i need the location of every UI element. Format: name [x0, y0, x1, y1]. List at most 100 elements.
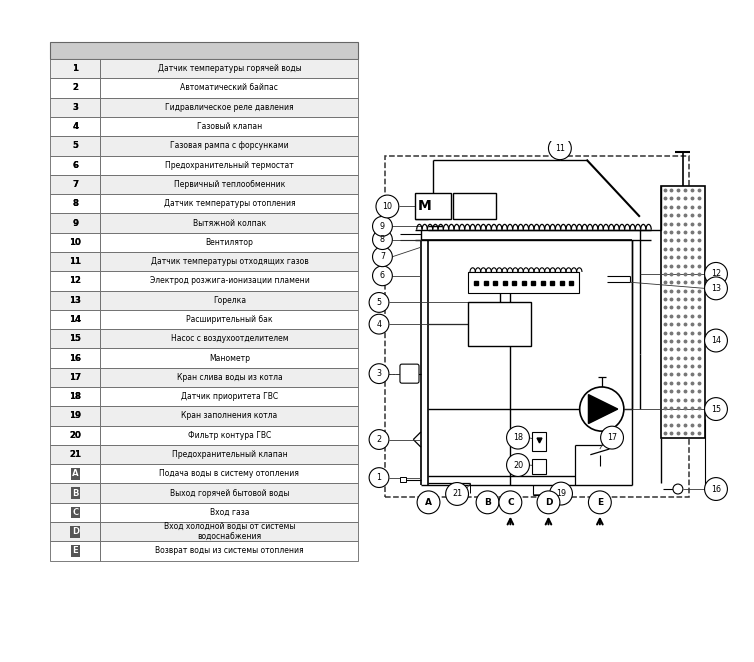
Text: D: D	[544, 498, 552, 507]
Bar	[400, 477, 406, 482]
Text: 20: 20	[69, 431, 81, 440]
Text: 4: 4	[72, 122, 78, 131]
Text: 8: 8	[380, 235, 385, 244]
Text: Датчик приоритета ГВС: Датчик приоритета ГВС	[181, 392, 278, 401]
Bar	[100, 522, 358, 542]
Text: 15: 15	[69, 334, 81, 344]
Bar	[51, 310, 100, 329]
Circle shape	[369, 467, 389, 487]
Bar	[100, 156, 358, 175]
Text: Автоматический байпас: Автоматический байпас	[180, 83, 278, 93]
Bar	[100, 348, 358, 367]
Bar	[51, 502, 100, 522]
Circle shape	[369, 314, 389, 334]
Text: 10: 10	[69, 238, 81, 247]
Circle shape	[507, 426, 529, 449]
Circle shape	[372, 247, 392, 267]
Text: A: A	[425, 498, 432, 507]
Text: 7: 7	[380, 252, 385, 261]
Text: 21: 21	[69, 450, 81, 459]
Text: 12: 12	[711, 269, 721, 279]
Bar	[100, 387, 358, 406]
Bar	[100, 445, 358, 464]
Bar	[51, 42, 358, 59]
Text: C: C	[507, 498, 513, 507]
Text: C: C	[72, 508, 78, 517]
Text: Вытяжной колпак: Вытяжной колпак	[193, 218, 266, 228]
Circle shape	[588, 491, 611, 514]
Text: Манометр: Манометр	[209, 354, 250, 363]
Bar	[51, 329, 100, 348]
Text: 17: 17	[607, 433, 617, 442]
Text: Расширительный бак: Расширительный бак	[186, 315, 273, 324]
Bar	[100, 406, 358, 426]
Text: 8: 8	[72, 199, 78, 209]
Text: 19: 19	[69, 412, 81, 420]
Bar	[100, 194, 358, 213]
Circle shape	[369, 293, 389, 312]
Text: 2: 2	[376, 435, 382, 444]
Text: 16: 16	[711, 485, 721, 493]
Bar	[661, 186, 704, 438]
Bar	[51, 348, 100, 367]
Text: Фильтр контура ГВС: Фильтр контура ГВС	[188, 431, 271, 440]
Bar	[51, 59, 100, 78]
Bar	[51, 426, 100, 445]
Text: 18: 18	[69, 392, 81, 401]
Text: 5: 5	[72, 142, 78, 150]
Bar	[100, 213, 358, 232]
Bar	[100, 329, 358, 348]
Text: 5: 5	[72, 142, 78, 150]
Circle shape	[372, 266, 392, 286]
Text: 19: 19	[556, 489, 566, 498]
Bar	[100, 542, 358, 561]
Circle shape	[550, 482, 572, 505]
Text: D: D	[72, 527, 79, 536]
Text: 13: 13	[711, 284, 721, 293]
Circle shape	[499, 491, 522, 514]
Text: D: D	[72, 527, 79, 536]
Bar	[100, 483, 358, 502]
Bar	[100, 464, 358, 483]
Bar	[100, 367, 358, 387]
Bar	[51, 542, 100, 561]
Text: 17: 17	[69, 373, 81, 382]
Circle shape	[376, 195, 399, 218]
Bar	[385, 156, 689, 496]
Circle shape	[704, 329, 728, 352]
Text: B: B	[72, 489, 78, 498]
Text: 21: 21	[452, 489, 462, 498]
Text: 11: 11	[555, 144, 565, 153]
Circle shape	[601, 426, 624, 449]
Bar	[532, 459, 546, 474]
Bar	[100, 252, 358, 271]
Bar	[51, 194, 100, 213]
Bar	[100, 97, 358, 117]
Circle shape	[372, 216, 392, 236]
Bar	[415, 193, 452, 218]
Bar	[51, 97, 100, 117]
Text: 8: 8	[72, 199, 78, 209]
Text: 10: 10	[69, 238, 81, 247]
Text: E: E	[597, 498, 603, 507]
Circle shape	[704, 477, 728, 500]
Bar	[51, 117, 100, 136]
Bar	[100, 117, 358, 136]
Text: Выход горячей бытовой воды: Выход горячей бытовой воды	[170, 489, 289, 498]
Text: 7: 7	[72, 180, 78, 189]
Text: 1: 1	[72, 64, 78, 73]
Bar	[100, 310, 358, 329]
Text: Горелка: Горелка	[213, 296, 246, 305]
Polygon shape	[588, 395, 618, 424]
Bar	[51, 271, 100, 291]
Text: 11: 11	[69, 257, 81, 266]
Text: 10: 10	[382, 202, 392, 211]
Circle shape	[507, 453, 529, 477]
Text: 4: 4	[376, 320, 382, 328]
Bar	[51, 464, 100, 483]
Text: 14: 14	[711, 336, 721, 345]
Text: Кран заполнения котла: Кран заполнения котла	[181, 412, 277, 420]
Text: 14: 14	[69, 315, 81, 324]
Text: Электрод розжига-ионизации пламени: Электрод розжига-ионизации пламени	[149, 277, 309, 285]
Bar	[51, 483, 100, 502]
